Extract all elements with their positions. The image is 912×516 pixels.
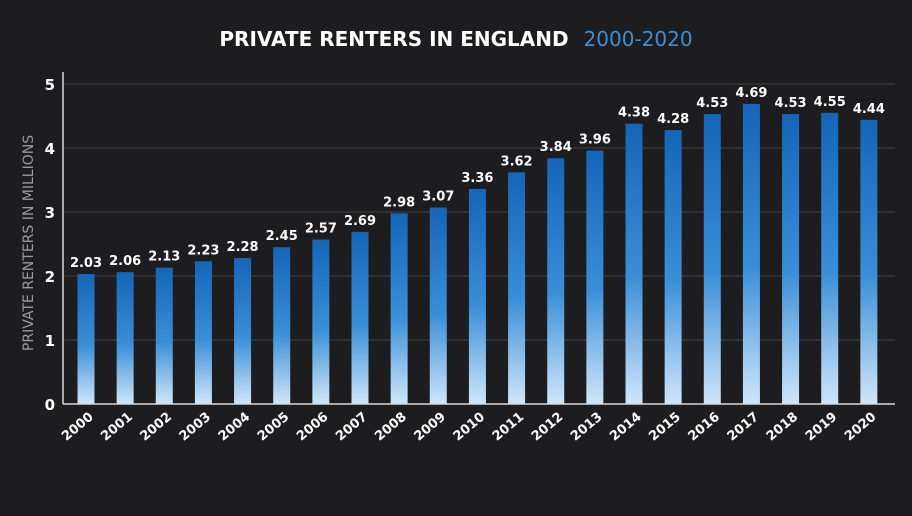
x-tick-label-2018: 2018	[764, 410, 801, 445]
value-label-2020: 4.44	[853, 102, 885, 117]
x-tick-label-2007: 2007	[333, 410, 370, 445]
bar-2005	[273, 247, 291, 404]
x-tick-label-2008: 2008	[372, 410, 409, 445]
value-label-2004: 2.28	[227, 240, 259, 255]
x-tick-label-2005: 2005	[255, 410, 292, 445]
x-tick-label-2011: 2011	[490, 410, 527, 445]
x-tick-label-2013: 2013	[568, 410, 605, 445]
bar-2000	[77, 274, 95, 404]
bar-2012	[547, 158, 565, 404]
value-label-2013: 3.96	[579, 133, 611, 148]
bar-2008	[390, 213, 408, 404]
bar-2007	[351, 231, 369, 404]
x-tick-label-2000: 2000	[59, 410, 96, 445]
x-axis-ticks: 2000 2001 2002 2003 2004 2005 2006 2007 2008 2009…	[59, 410, 879, 445]
bar-2004	[234, 258, 252, 404]
y-tick-label: 2	[45, 268, 55, 286]
bar-2001	[116, 272, 134, 404]
value-label-2015: 4.28	[657, 112, 689, 127]
x-tick-label-2019: 2019	[803, 410, 840, 445]
value-label-2010: 3.36	[461, 171, 493, 186]
bar-2018	[782, 114, 800, 404]
value-label-2009: 3.07	[422, 190, 454, 205]
y-tick-label: 5	[45, 76, 55, 94]
x-tick-label-2014: 2014	[607, 410, 644, 445]
value-label-2002: 2.13	[148, 250, 180, 265]
bar-2003	[194, 261, 212, 404]
y-tick-label: 4	[45, 140, 55, 158]
x-tick-label-2016: 2016	[685, 410, 722, 445]
bar-2009	[429, 207, 447, 404]
value-label-2016: 4.53	[696, 96, 728, 111]
value-label-2012: 3.84	[540, 140, 572, 155]
chart-title: PRIVATE RENTERS IN ENGLAND 2000-2020	[219, 27, 692, 51]
value-label-2000: 2.03	[70, 256, 102, 271]
x-tick-label-2010: 2010	[451, 410, 488, 445]
bar-2017	[742, 103, 760, 404]
value-label-2011: 3.62	[501, 154, 533, 169]
chart-title-years: 2000-2020	[584, 27, 693, 51]
y-axis-ticks: 0 1 2 3 4 5	[45, 76, 55, 414]
bar-2019	[821, 112, 839, 405]
bar-2020	[860, 119, 878, 404]
y-axis-label: PRIVATE RENTERS IN MILLIONS	[21, 135, 37, 351]
x-tick-label-2009: 2009	[411, 410, 448, 445]
x-tick-label-2003: 2003	[177, 410, 214, 445]
bar-2015	[664, 130, 682, 404]
value-label-2001: 2.06	[109, 254, 141, 269]
bar-2002	[155, 267, 173, 404]
chart-title-main: PRIVATE RENTERS IN ENGLAND	[219, 27, 568, 51]
y-tick-label: 0	[45, 396, 55, 414]
y-tick-label: 1	[45, 332, 55, 350]
x-tick-label-2006: 2006	[294, 410, 331, 445]
x-tick-label-2002: 2002	[137, 410, 174, 445]
value-label-2008: 2.98	[383, 195, 415, 210]
x-tick-label-2020: 2020	[842, 410, 879, 445]
bars	[77, 103, 878, 405]
value-label-2003: 2.23	[187, 243, 219, 258]
bar-2016	[703, 114, 721, 404]
x-tick-label-2004: 2004	[216, 410, 253, 445]
bar-2011	[508, 172, 526, 404]
value-label-2019: 4.55	[814, 95, 846, 110]
y-tick-label: 3	[45, 204, 55, 222]
bar-2006	[312, 239, 330, 404]
x-tick-label-2017: 2017	[725, 410, 762, 445]
value-label-2005: 2.45	[266, 229, 298, 244]
bar-2010	[468, 188, 486, 404]
bar-2013	[586, 150, 604, 404]
value-labels: 2.03 2.06 2.13 2.23 2.28 2.45 2.57 2.69 2.98 3.07…	[70, 86, 885, 271]
value-label-2007: 2.69	[344, 214, 376, 229]
value-label-2018: 4.53	[775, 96, 807, 111]
x-tick-label-2012: 2012	[529, 410, 566, 445]
bar-2014	[625, 123, 643, 405]
value-label-2017: 4.69	[735, 86, 767, 101]
x-tick-label-2001: 2001	[98, 410, 135, 445]
value-label-2006: 2.57	[305, 222, 337, 237]
x-tick-label-2015: 2015	[646, 410, 683, 445]
value-label-2014: 4.38	[618, 106, 650, 121]
